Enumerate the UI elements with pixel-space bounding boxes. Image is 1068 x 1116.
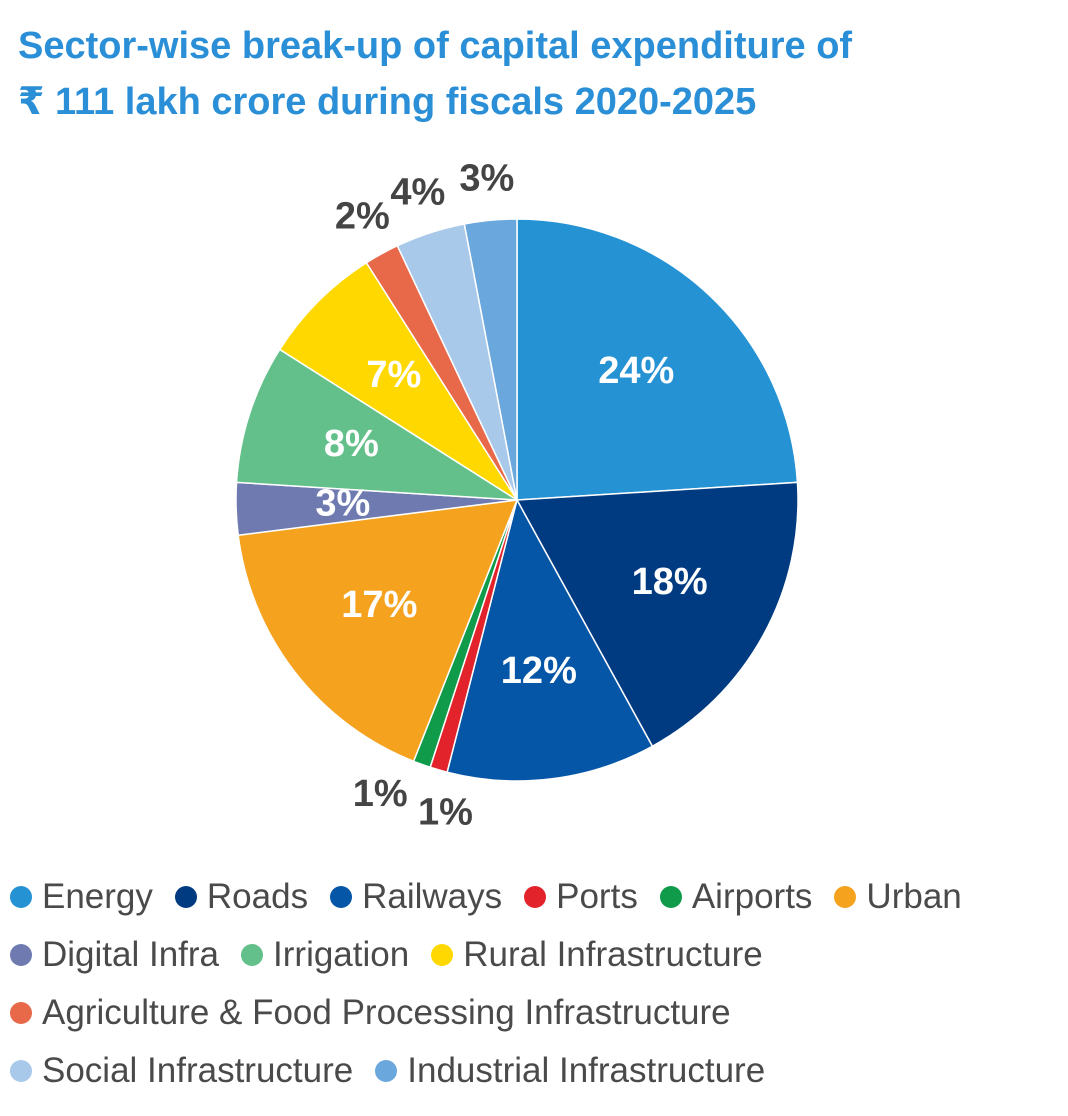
legend-label: Energy — [42, 877, 153, 916]
legend-swatch — [524, 886, 547, 908]
pie-slice-urban — [237, 499, 519, 763]
legend-item-roads: Roads — [174, 877, 309, 917]
legend-swatch — [330, 886, 353, 908]
legend-swatch — [431, 944, 454, 966]
legend-label: Airports — [691, 877, 813, 916]
pie-slice-rural-infrastructure — [278, 261, 518, 501]
legend-label: Social Infrastructure — [42, 1051, 354, 1090]
slice-label-rural-infrastructure: 7% — [366, 354, 421, 396]
legend-item-airports: Airports — [659, 877, 813, 917]
legend-item-social-infrastructure: Social Infrastructure — [10, 1051, 353, 1091]
chart-title: Sector-wise break-up of capital expendit… — [18, 18, 1054, 130]
legend-label: Railways — [362, 877, 503, 916]
pie-slice-energy — [516, 218, 799, 501]
pie-slice-railways — [446, 497, 654, 782]
legend-row: Energy Roads Railways Ports Airports Urban — [10, 868, 1060, 926]
slice-label-railways: 12% — [501, 650, 577, 692]
legend-item-irrigation: Irrigation — [241, 935, 409, 975]
title-line-1: Sector-wise break-up of capital expendit… — [18, 25, 853, 67]
legend-row: Agriculture & Food Processing Infrastruc… — [10, 984, 1060, 1042]
pie-slice-industrial-infrastructure — [463, 218, 518, 501]
slice-label-airports: 1% — [353, 773, 408, 815]
slice-label-energy: 24% — [598, 350, 674, 392]
legend-item-digital-infra: Digital Infra — [10, 935, 219, 975]
legend-row: Social Infrastructure Industrial Infrastr… — [10, 1042, 1060, 1100]
slice-label-industrial-infrastructure: 3% — [459, 157, 514, 199]
legend-item-urban: Urban — [834, 877, 962, 917]
title-line-2: ₹ 111 lakh crore during fiscals 2020-202… — [18, 81, 757, 123]
slice-label-digital-infra: 3% — [315, 483, 370, 525]
legend-item-agriculture-and-food-processing-infrastructure: Agriculture & Food Processing Infrastruc… — [10, 993, 731, 1033]
pie-slice-irrigation — [235, 348, 518, 501]
slice-label-ports: 1% — [418, 791, 473, 833]
legend-item-energy: Energy — [10, 877, 153, 917]
legend-label: Digital Infra — [42, 935, 220, 974]
pie-chart: 24% 18% 12% 1%1% 17% 3% 8% 7% 2%4% 3% — [235, 157, 799, 833]
legend-label: Industrial Infrastructure — [407, 1051, 766, 1090]
legend-swatch — [241, 944, 264, 966]
legend-item-rural-infrastructure: Rural Infrastructure — [431, 935, 763, 975]
legend-swatch — [10, 1060, 32, 1082]
pie-slice-roads — [515, 481, 799, 748]
legend-swatch — [10, 1002, 32, 1024]
legend-label: Irrigation — [273, 935, 410, 974]
slice-label-agriculture-and-food-processing-infrastructure: 2% — [335, 196, 390, 238]
legend-label: Roads — [206, 877, 309, 916]
legend-swatch — [10, 944, 32, 966]
legend-swatch — [375, 1060, 398, 1082]
legend-swatch — [10, 886, 32, 908]
legend: Energy Roads Railways Ports Airports Urban Dig… — [10, 868, 1060, 1100]
legend-item-railways: Railways — [330, 877, 502, 917]
slice-label-social-infrastructure: 4% — [390, 172, 445, 214]
legend-label: Urban — [866, 877, 962, 916]
slice-label-roads: 18% — [632, 561, 708, 603]
legend-row: Digital Infra Irrigation Rural Infrastruct… — [10, 926, 1060, 984]
legend-swatch — [659, 886, 682, 908]
legend-label: Rural Infrastructure — [463, 935, 763, 974]
legend-label: Ports — [556, 877, 638, 916]
legend-item-ports: Ports — [524, 877, 638, 917]
slice-label-urban: 17% — [341, 584, 417, 626]
legend-swatch — [834, 886, 857, 908]
legend-label: Agriculture & Food Processing Infrastruc… — [42, 993, 731, 1032]
legend-swatch — [174, 886, 197, 908]
legend-item-industrial-infrastructure: Industrial Infrastructure — [375, 1051, 765, 1091]
slice-label-irrigation: 8% — [324, 423, 379, 465]
